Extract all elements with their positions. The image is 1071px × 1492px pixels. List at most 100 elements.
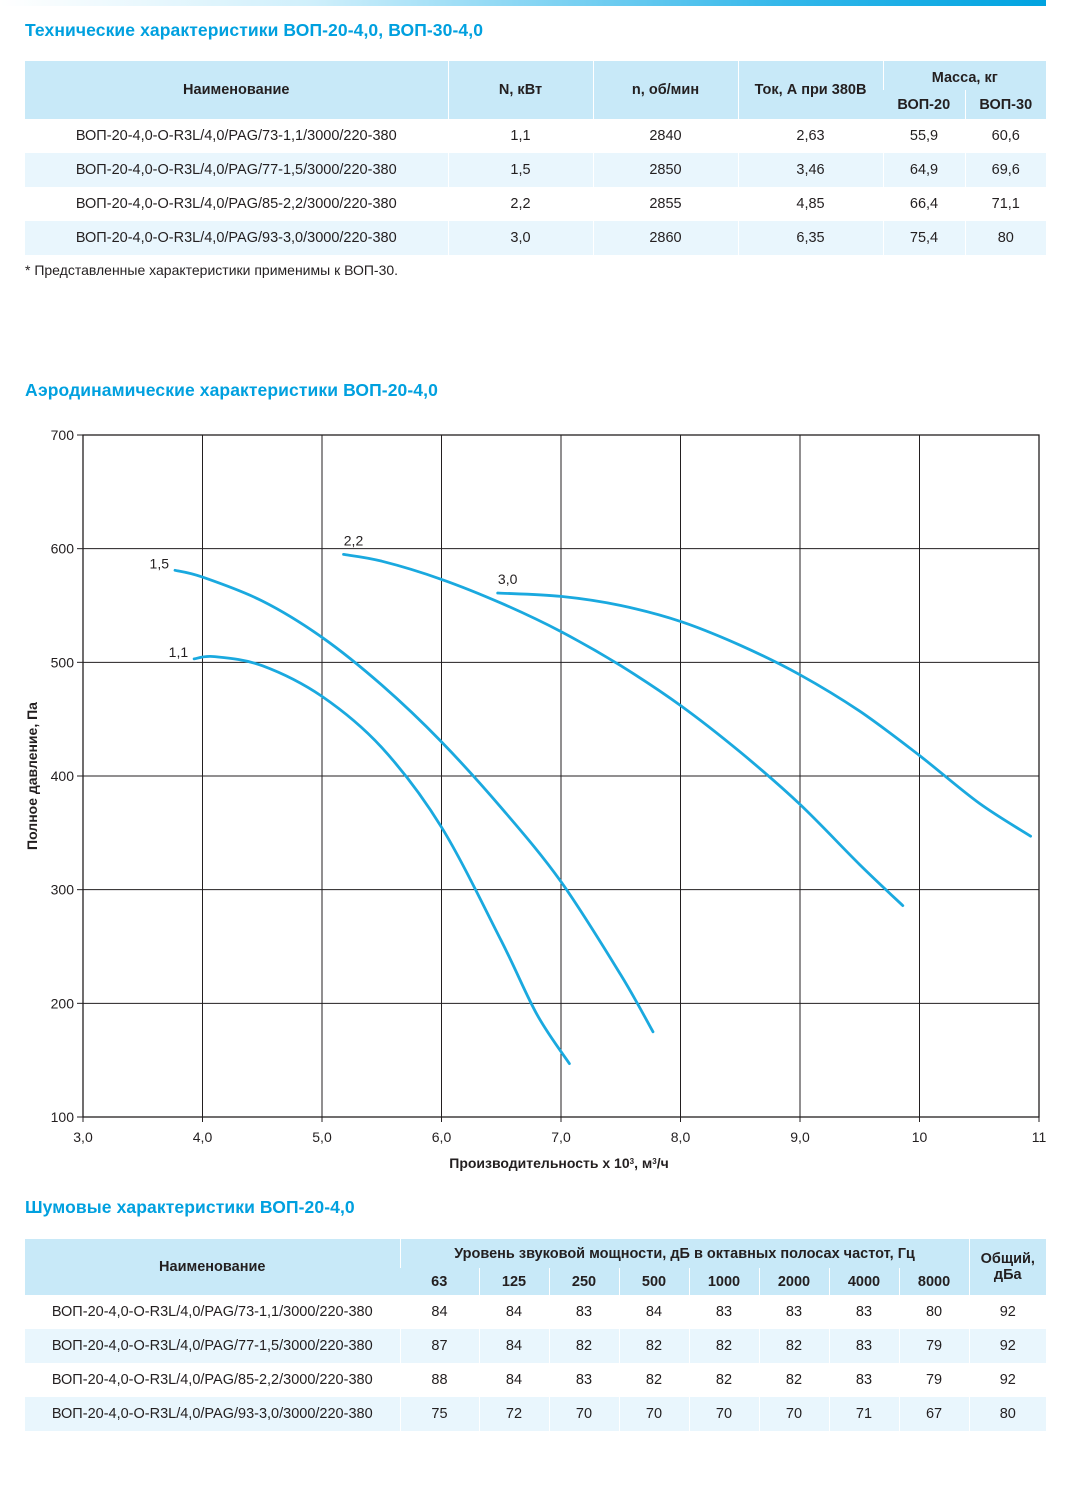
cell-name: ВОП-20-4,0-О-R3L/4,0/PAG/73-1,1/3000/220… [51,1304,373,1320]
cell-band: 83 [828,1329,899,1363]
cell-band: 82 [688,1363,759,1397]
table-row: ВОП-20-4,0-О-R3L/4,0/PAG/77-1,5/3000/220… [25,1329,1047,1363]
y-tick-label: 100 [51,1109,75,1125]
cell-band: 70 [688,1397,759,1431]
cell-band: 84 [399,1295,479,1329]
cell-band: 88 [399,1363,479,1397]
col-header-current: Ток, А при 380В [737,61,883,119]
cell-band: 67 [898,1397,970,1431]
chart-y-label: Полное давление, Па [24,702,40,850]
cell-current: 3,46 [737,153,883,187]
cell-name: ВОП-20-4,0-О-R3L/4,0/PAG/93-3,0/3000/220… [25,1397,400,1431]
cell-band: 87 [399,1329,479,1363]
band-header: 4000 [828,1268,899,1295]
cell-name: ВОП-20-4,0-О-R3L/4,0/PAG/73-1,1/3000/220… [75,128,397,144]
cell-power: 2,2 [447,187,593,221]
cell-band: 83 [828,1295,899,1329]
band-header: 8000 [898,1268,970,1295]
cell-speed: 2855 [592,187,738,221]
col-header-total: Общий, дБа [968,1239,1047,1295]
band-header: 125 [478,1268,549,1295]
cell-mass-30: 71,1 [964,187,1047,221]
series-line-0 [192,654,571,1065]
series-line-2 [342,553,905,907]
band-header: 63 [400,1268,479,1295]
cell-band: 70 [618,1397,689,1431]
cell-band: 83 [548,1295,619,1329]
aero-chart: 1,1 1,5 2,2 3,0 3,0 4,0 5,0 6,0 7,0 8,0 9,0 10 11 10… [24,427,1047,1171]
series-line-1 [173,568,655,1034]
total-line-2: дБа [993,1267,1022,1283]
series-label-0: 1,1 [169,644,189,660]
cell-mass-30: 80 [964,221,1047,255]
tech-specs-title: Технические характеристики ВОП-20-4,0, В… [25,20,484,40]
cell-band: 70 [548,1397,619,1431]
band-header: 2000 [758,1268,829,1295]
cell-band: 79 [898,1329,970,1363]
cell-total: 92 [968,1363,1047,1397]
series-label-1: 1,5 [150,555,170,571]
table-row: ВОП-20-4,0-О-R3L/4,0/PAG/85-2,2/3000/220… [25,187,1047,221]
cell-band: 82 [758,1329,829,1363]
x-tick-label: 6,0 [432,1129,452,1145]
cell-band: 79 [898,1363,970,1397]
cell-mass-20: 55,9 [882,119,965,153]
x-tick-label: 4,0 [193,1129,213,1145]
x-tick-label: 10 [912,1129,928,1145]
series-label-2: 2,2 [344,532,364,548]
cell-band: 80 [898,1295,970,1329]
tech-footnote: * Представленные характеристики применим… [25,262,399,278]
cell-band: 84 [478,1295,549,1329]
cell-name: ВОП-20-4,0-О-R3L/4,0/PAG/77-1,5/3000/220… [25,1329,400,1363]
x-tick-label: 3,0 [73,1129,93,1145]
cell-name: ВОП-20-4,0-О-R3L/4,0/PAG/85-2,2/3000/220… [51,1372,373,1388]
col-header-name: Наименование [25,1239,400,1295]
table-row: ВОП-20-4,0-О-R3L/4,0/PAG/73-1,1/3000/220… [25,1295,1047,1329]
cell-mass-20: 75,4 [882,221,965,255]
cell-mass-30: 60,6 [964,119,1047,153]
x-tick-label: 7,0 [551,1129,571,1145]
cell-mass-30: 69,6 [964,153,1047,187]
cell-speed: 2850 [592,153,738,187]
cell-band: 75 [399,1397,479,1431]
tech-specs-table: Наименование N, кВт n, об/мин Ток, А при… [25,61,1047,255]
col-header-mass: Масса, кг [882,61,1047,90]
total-line-1: Общий, [980,1251,1035,1267]
cell-band: 84 [478,1363,549,1397]
x-tick-label: 11 [1032,1129,1047,1145]
band-header: 1000 [688,1268,759,1295]
cell-band: 82 [618,1329,689,1363]
col-header-bands: Уровень звуковой мощности, дБ в октавных… [399,1239,970,1268]
series-line-3 [496,591,1032,838]
cell-current: 6,35 [737,221,883,255]
cell-band: 84 [478,1329,549,1363]
cell-name: ВОП-20-4,0-О-R3L/4,0/PAG/93-3,0/3000/220… [25,221,448,255]
table-row: ВОП-20-4,0-О-R3L/4,0/PAG/93-3,0/3000/220… [25,221,1047,255]
x-tick-label: 9,0 [790,1129,810,1145]
y-tick-label: 300 [51,882,75,898]
cell-band: 72 [478,1397,549,1431]
cell-band: 70 [758,1397,829,1431]
x-tick-label: 8,0 [671,1129,691,1145]
cell-band: 82 [548,1329,619,1363]
y-tick-label: 400 [51,768,75,784]
cell-mass-20: 64,9 [882,153,965,187]
col-header-name: Наименование [25,61,448,119]
table-row: ВОП-20-4,0-О-R3L/4,0/PAG/73-1,1/3000/220… [25,119,1047,153]
chart-x-label: Производительность х 103, м3/ч [449,1155,668,1171]
y-tick-label: 600 [51,541,75,557]
y-tick-label: 500 [51,654,75,670]
cell-band: 83 [758,1295,829,1329]
cell-current: 4,85 [737,187,883,221]
cell-name: ВОП-20-4,0-О-R3L/4,0/PAG/85-2,2/3000/220… [75,196,397,212]
y-tick-label: 200 [51,995,75,1011]
col-header-mass-30: ВОП-30 [964,90,1047,119]
cell-band: 82 [618,1363,689,1397]
cell-power: 1,1 [447,119,593,153]
cell-power: 3,0 [447,221,593,255]
series-label-3: 3,0 [498,571,518,587]
table-row: ВОП-20-4,0-О-R3L/4,0/PAG/85-2,2/3000/220… [25,1363,1047,1397]
col-header-mass-20: ВОП-20 [883,90,965,119]
cell-total: 92 [968,1295,1047,1329]
band-header: 500 [618,1268,689,1295]
